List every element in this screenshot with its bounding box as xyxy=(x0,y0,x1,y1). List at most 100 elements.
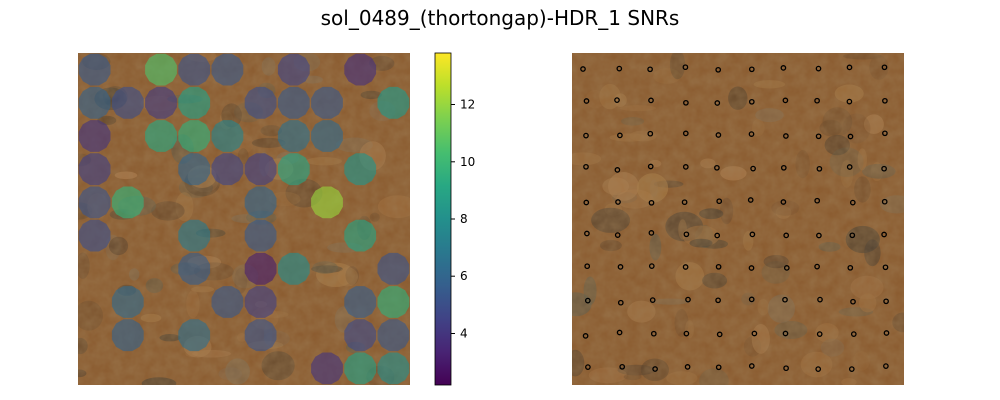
sample-point-r0-c0 xyxy=(580,66,586,72)
sample-point-r1-c6 xyxy=(782,97,789,104)
sample-point-r4-c4 xyxy=(716,198,723,205)
colorbar-svg: 4 6 8 10 12 xyxy=(434,52,475,386)
sample-point-r2-c3 xyxy=(682,130,689,137)
sample-locations-svg xyxy=(572,53,904,385)
sample-locations-panel xyxy=(572,53,904,385)
snr-cell-r6-c6 xyxy=(277,252,310,285)
sample-point-r8-c5 xyxy=(751,330,758,337)
sample-point-r2-c1 xyxy=(617,132,623,139)
sample-point-r6-c9 xyxy=(882,264,889,271)
sample-point-r3-c9 xyxy=(881,165,887,172)
snr-cell-r1-c9 xyxy=(377,86,410,119)
snr-cell-r2-c6 xyxy=(277,120,310,152)
figure-title: sol_0489_(thortongap)-HDR_1 SNRs xyxy=(320,6,680,30)
snr-cell-r5-c0 xyxy=(78,219,111,252)
sample-point-r6-c6 xyxy=(783,265,790,271)
sample-point-r2-c6 xyxy=(783,133,789,139)
sample-point-r9-c4 xyxy=(715,364,722,371)
snr-cell-r2-c0 xyxy=(78,120,111,152)
colorbar-gradient xyxy=(434,52,452,386)
sample-point-r1-c9 xyxy=(882,97,888,104)
colorbar-tick-label: 10 xyxy=(460,155,475,169)
snr-cell-r1-c1 xyxy=(111,86,144,119)
snr-cell-r9-c9 xyxy=(377,352,410,385)
sample-point-r6-c8 xyxy=(847,264,854,271)
snr-cell-r4-c7 xyxy=(311,186,343,219)
snr-cell-r4-c1 xyxy=(111,186,144,219)
sample-point-r0-c3 xyxy=(682,64,689,71)
sample-point-r1-c0 xyxy=(583,98,590,104)
sample-point-r7-c8 xyxy=(850,298,856,305)
sample-point-r2-c9 xyxy=(882,130,888,137)
colorbar-tick-label: 6 xyxy=(460,269,468,283)
sample-point-r4-c2 xyxy=(648,199,655,206)
sample-point-r8-c3 xyxy=(683,330,690,337)
sample-point-r8-c4 xyxy=(716,331,723,338)
snr-cell-r0-c2 xyxy=(145,53,177,86)
sample-point-r9-c1 xyxy=(619,363,626,370)
sample-point-r8-c6 xyxy=(782,330,789,337)
sample-point-r9-c2 xyxy=(652,366,658,372)
snr-cell-r4-c0 xyxy=(78,186,111,219)
sample-point-r7-c4 xyxy=(715,297,721,304)
snr-cell-r1-c7 xyxy=(311,86,343,119)
sample-point-r6-c5 xyxy=(748,265,755,271)
snr-cell-r2-c4 xyxy=(211,120,244,152)
sample-point-r7-c6 xyxy=(782,296,788,303)
snr-cell-r3-c4 xyxy=(211,153,244,186)
sample-point-r5-c7 xyxy=(816,232,822,239)
sample-point-r6-c1 xyxy=(617,264,624,270)
sample-point-r0-c6 xyxy=(780,65,787,71)
snr-cell-r6-c5 xyxy=(244,252,277,285)
sample-point-r2-c2 xyxy=(647,130,654,137)
snr-cell-r3-c6 xyxy=(277,153,310,186)
sample-point-r7-c5 xyxy=(748,296,755,303)
sample-point-r8-c7 xyxy=(816,331,823,337)
snr-cell-r5-c3 xyxy=(178,219,211,252)
sample-point-r4-c9 xyxy=(881,198,888,205)
sample-point-r6-c3 xyxy=(682,264,689,270)
snr-cell-r9-c7 xyxy=(311,352,343,385)
sample-point-r1-c3 xyxy=(683,99,689,106)
sample-point-r0-c9 xyxy=(881,64,888,71)
sample-point-r8-c9 xyxy=(883,330,890,336)
snr-cell-r7-c9 xyxy=(377,286,410,318)
sample-point-r3-c7 xyxy=(816,165,823,172)
sample-point-r5-c0 xyxy=(584,230,590,237)
snr-cell-r3-c3 xyxy=(178,153,211,186)
sample-point-r1-c8 xyxy=(846,98,853,105)
snr-cell-r3-c5 xyxy=(244,153,277,186)
sample-point-r9-c8 xyxy=(848,366,855,372)
sample-point-r4-c3 xyxy=(681,199,688,206)
sample-point-r1-c5 xyxy=(748,98,755,105)
sample-point-r0-c1 xyxy=(616,65,623,72)
snr-cell-r0-c8 xyxy=(344,53,377,86)
snr-heatmap-panel xyxy=(78,53,410,385)
sample-point-r3-c1 xyxy=(614,167,621,173)
sample-point-r9-c3 xyxy=(684,364,691,370)
sample-point-r3-c3 xyxy=(682,164,689,170)
snr-cell-r7-c5 xyxy=(244,286,277,318)
sample-point-r0-c4 xyxy=(715,66,722,73)
sample-point-r0-c7 xyxy=(815,65,822,72)
snr-cell-r0-c6 xyxy=(277,53,310,86)
sample-point-r3-c8 xyxy=(846,164,853,170)
sample-point-r8-c1 xyxy=(616,329,623,336)
sample-point-r5-c1 xyxy=(614,232,621,238)
colorbar-tick-label: 4 xyxy=(460,327,468,341)
snr-cell-r2-c3 xyxy=(178,120,211,152)
sample-point-r5-c2 xyxy=(648,230,655,236)
sample-point-r3-c2 xyxy=(647,163,654,170)
sample-point-r7-c2 xyxy=(649,297,656,303)
snr-cell-r1-c6 xyxy=(277,86,310,119)
sample-point-r5-c3 xyxy=(683,231,690,238)
snr-cell-r5-c5 xyxy=(244,219,277,252)
sample-point-r2-c7 xyxy=(815,133,822,140)
sample-point-r2-c5 xyxy=(748,131,755,137)
snr-heatmap-svg xyxy=(78,53,410,385)
sample-point-r7-c7 xyxy=(817,296,823,303)
snr-cell-r2-c7 xyxy=(311,120,343,152)
snr-cell-r1-c0 xyxy=(78,86,111,119)
sample-point-r3-c4 xyxy=(714,164,720,171)
snr-cell-r0-c0 xyxy=(78,53,111,86)
